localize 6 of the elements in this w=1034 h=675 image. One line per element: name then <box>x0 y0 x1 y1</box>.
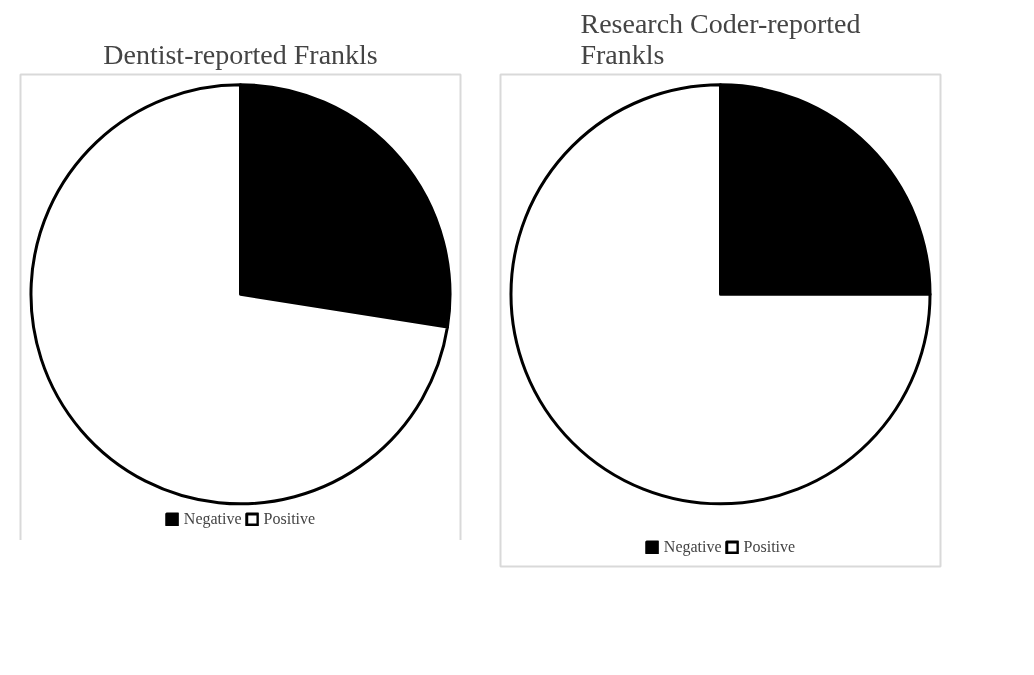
legend-label: Positive <box>743 538 796 556</box>
chart-title: Research Coder-reported Frankls <box>580 7 861 70</box>
legend-label: Negative <box>183 510 242 529</box>
legend-label: Positive <box>263 510 316 529</box>
chart-title: Dentist-reported Frankls <box>103 38 378 70</box>
legend-label: Negative <box>663 538 722 556</box>
